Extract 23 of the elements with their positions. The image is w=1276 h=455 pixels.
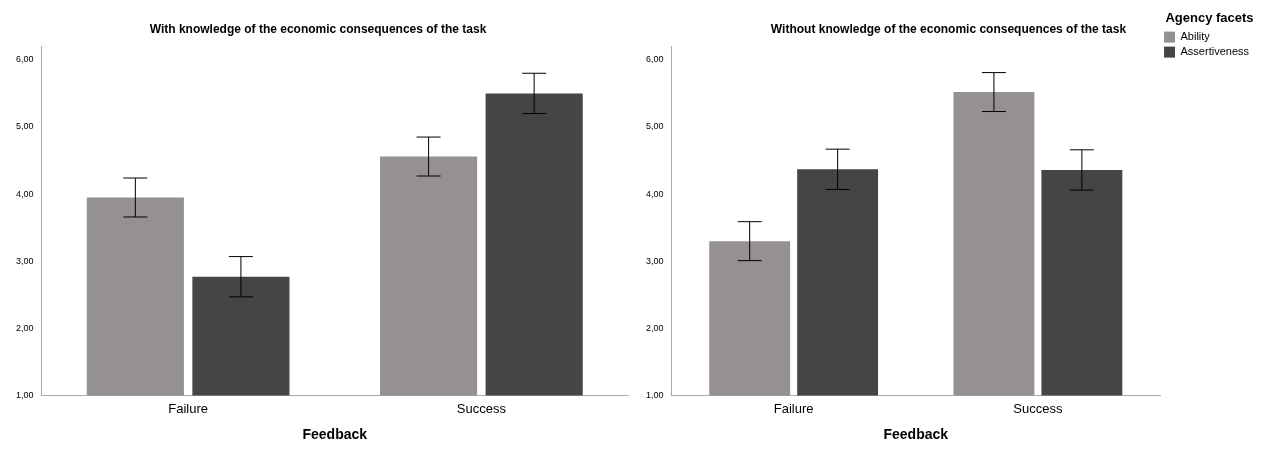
x-tick-label: Success xyxy=(456,400,507,416)
x-axis-title: Feedback xyxy=(302,426,368,443)
y-tick-label: 1,00 xyxy=(15,390,34,401)
legend-title: Agency facets xyxy=(1165,10,1254,26)
x-axis-title: Feedback xyxy=(883,426,949,443)
y-tick-label: 2,00 xyxy=(15,322,34,333)
y-tick-label: 5,00 xyxy=(15,121,34,132)
y-tick-label: 5,00 xyxy=(645,121,664,132)
chart-title: With knowledge of the economic consequences of the task xyxy=(149,21,487,36)
legend-label: Ability xyxy=(1180,30,1211,43)
y-tick-label: 3,00 xyxy=(15,255,34,266)
y-tick-label: 4,00 xyxy=(645,188,664,199)
y-tick-label: 6,00 xyxy=(15,54,34,65)
chart-title: Without knowledge of the economic consequences of the task xyxy=(770,21,1127,36)
y-tick-label: 1,00 xyxy=(645,390,664,401)
y-tick-label: 3,00 xyxy=(645,255,664,266)
y-tick-label: 4,00 xyxy=(15,188,34,199)
y-tick-label: 2,00 xyxy=(645,322,664,333)
x-tick-label: Failure xyxy=(773,400,814,416)
x-tick-label: Success xyxy=(1013,400,1063,416)
y-tick-label: 6,00 xyxy=(645,54,664,65)
x-tick-label: Failure xyxy=(168,400,209,416)
legend-label: Assertiveness xyxy=(1180,45,1250,58)
